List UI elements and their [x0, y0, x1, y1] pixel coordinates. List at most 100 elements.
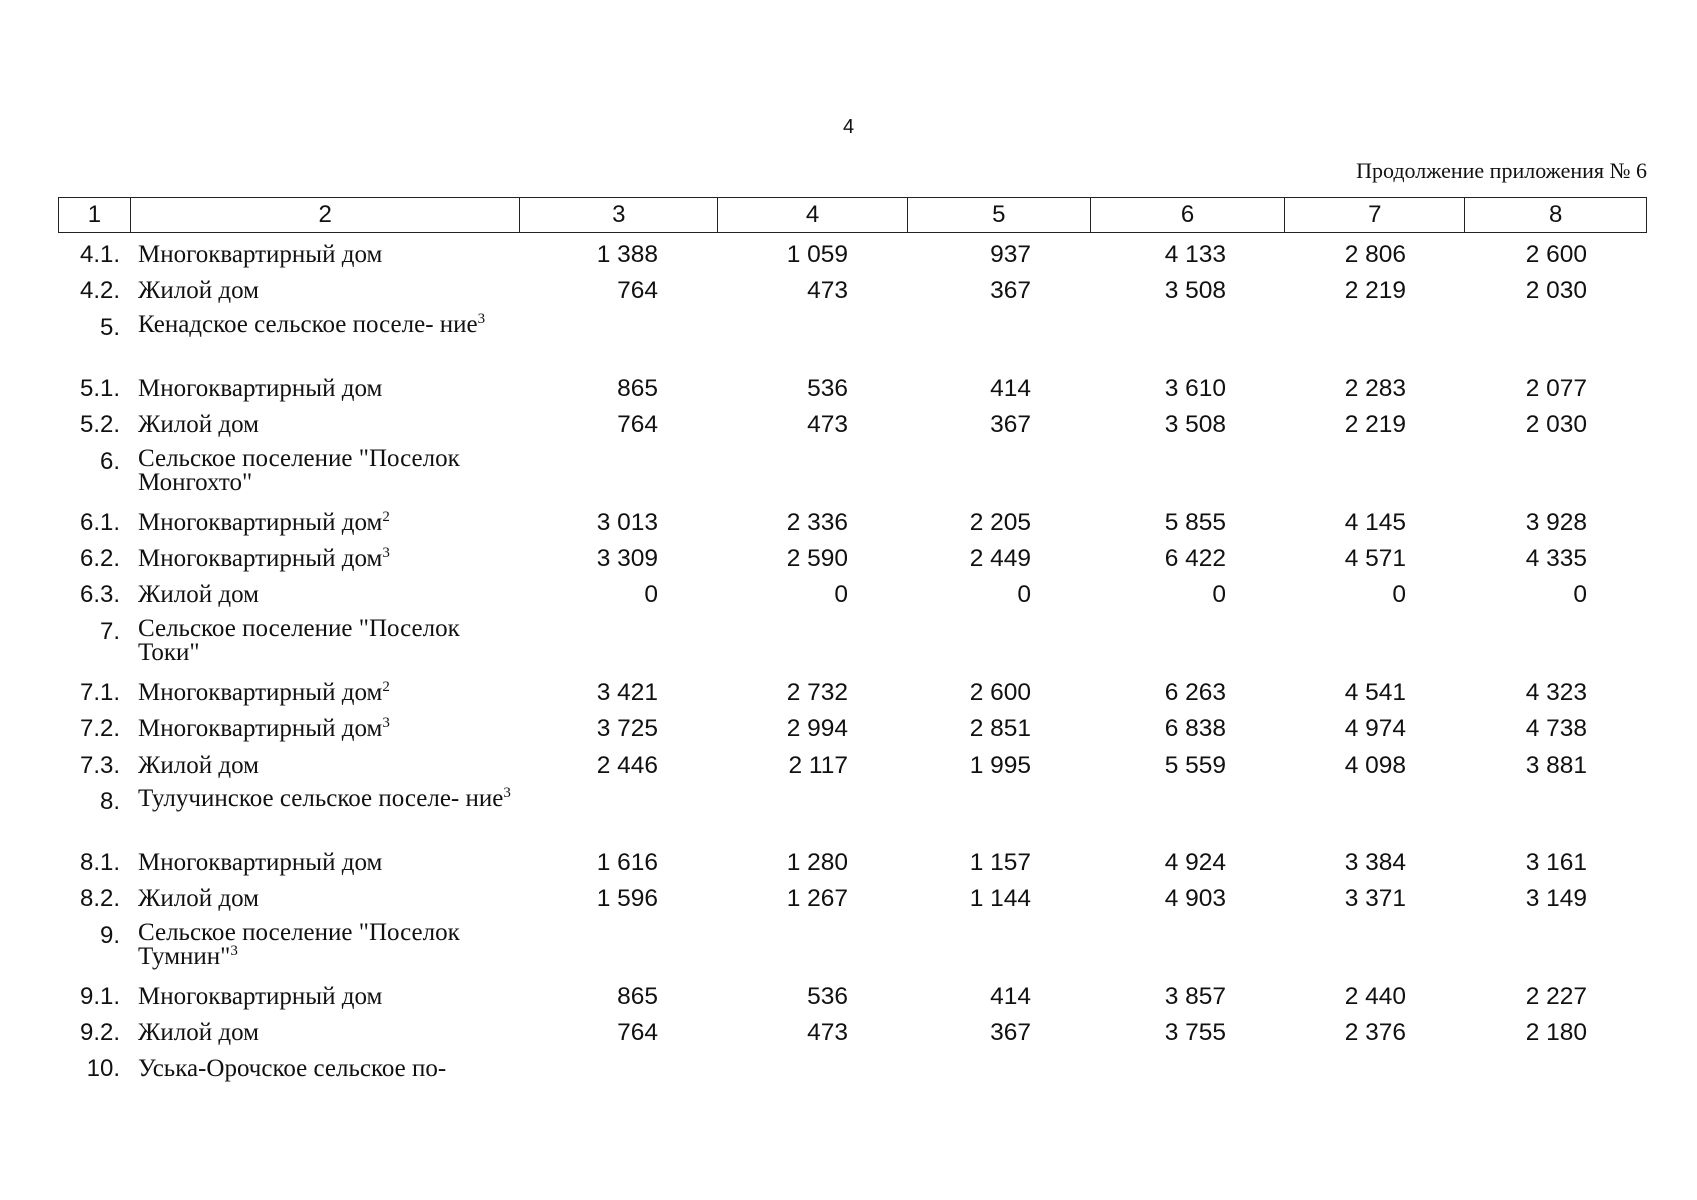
- row-number: 9.1.: [79, 982, 120, 1010]
- table-section-row: 7. Сельское поселение "Поселок Токи": [58, 616, 1647, 666]
- row-number: 7.1.: [79, 678, 120, 706]
- table-row: 6.3. Жилой дом 0 0 0 0 0 0: [58, 580, 1647, 616]
- row-name-text: Многоквартирный дом: [138, 374, 383, 402]
- row-name: Многоквартирный дом2: [130, 508, 520, 537]
- value-cell-col7: 0: [1392, 581, 1406, 609]
- table-header-row: 1 2 3 4 5 6 7 8: [58, 197, 1647, 233]
- table-row: 7.1. Многоквартирный дом2 3 421 2 732 2 600 6…: [58, 678, 1647, 714]
- value-cell-col4: 2 117: [788, 751, 849, 779]
- row-name: Сельское поселение "Поселок Токи": [130, 616, 520, 665]
- row-number: 6.3.: [79, 581, 120, 609]
- table-row: 8.1. Многоквартирный дом 1 616 1 280 1 157 4 …: [58, 848, 1647, 884]
- row-number: 5.2.: [79, 411, 120, 439]
- row-number: 9.: [99, 921, 120, 949]
- row-name-text: Жилой дом: [138, 885, 259, 913]
- row-number: 9.2.: [79, 1019, 120, 1047]
- value-cell-col6: 4 924: [1164, 848, 1226, 876]
- row-number: 8.2.: [79, 885, 120, 913]
- row-name-text: Жилой дом: [138, 277, 259, 305]
- footnote-marker: 3: [382, 715, 390, 732]
- value-cell-col5: 2 600: [969, 678, 1031, 706]
- value-cell-col8: 2 030: [1525, 277, 1587, 305]
- row-number: 7.2.: [79, 715, 120, 743]
- footnote-marker: 3: [230, 942, 238, 959]
- table-row: 9.1. Многоквартирный дом 865 536 414 3 857 2 4…: [58, 982, 1647, 1018]
- footnote-marker: 3: [503, 784, 511, 801]
- footnote-marker: 3: [477, 310, 486, 327]
- value-cell-col8: 4 323: [1525, 678, 1587, 706]
- value-cell-col7: 3 371: [1344, 885, 1406, 913]
- value-cell-col8: 2 077: [1525, 374, 1587, 402]
- value-cell-col3: 865: [617, 982, 658, 1010]
- table-section-row: 9. Сельское поселение "Поселок Тумнин"3: [58, 920, 1647, 970]
- value-cell-col6: 5 559: [1164, 751, 1226, 779]
- value-cell-col3: 0: [644, 581, 658, 609]
- value-cell-col4: 1 280: [786, 848, 848, 876]
- table-row: 4.2. Жилой дом 764 473 367 3 508 2 219 2 030: [58, 276, 1647, 312]
- row-name: Многоквартирный дом3: [130, 544, 520, 573]
- row-name: Жилой дом: [130, 751, 520, 780]
- value-cell-col7: 2 806: [1344, 241, 1406, 268]
- page-number: 4: [842, 116, 855, 138]
- row-number: 4.2.: [79, 277, 120, 305]
- continuation-label: Продолжение приложения № 6: [1356, 158, 1647, 183]
- table-row: 5.2. Жилой дом 764 473 367 3 508 2 219 2 030: [58, 410, 1647, 446]
- value-cell-col4: 473: [807, 1019, 848, 1047]
- value-cell-col4: 2 994: [786, 715, 848, 743]
- value-cell-col4: 536: [807, 982, 848, 1010]
- value-cell-col7: 4 145: [1344, 508, 1406, 536]
- value-cell-col6: 4 133: [1164, 241, 1226, 268]
- value-cell-col7: 3 384: [1344, 848, 1406, 876]
- value-cell-col8: 2 180: [1525, 1019, 1587, 1047]
- table-row: 8.2. Жилой дом 1 596 1 267 1 144 4 903 3 371 3 …: [58, 884, 1647, 920]
- row-number: 6.: [99, 447, 120, 475]
- value-cell-col4: 473: [807, 277, 848, 305]
- row-name: Жилой дом: [130, 410, 520, 439]
- value-cell-col8: 0: [1573, 581, 1587, 609]
- row-name-text: Жилой дом: [138, 1019, 259, 1047]
- value-cell-col5: 414: [990, 982, 1031, 1010]
- table-row: 7.3. Жилой дом 2 446 2 117 1 995 5 559 4 098 3 …: [58, 751, 1647, 787]
- row-number: 6.2.: [79, 544, 120, 572]
- value-cell-col3: 3 725: [596, 715, 658, 743]
- row-name: Тулучинское сельское поселе- ние3: [130, 784, 520, 811]
- value-cell-col5: 937: [990, 241, 1031, 268]
- value-cell-col3: 764: [617, 411, 658, 439]
- header-cell: 7: [1285, 198, 1466, 232]
- row-name: Уська-Орочское сельское по-: [130, 1054, 520, 1083]
- row-name: Жилой дом: [130, 276, 520, 305]
- table-section-row: 10. Уська-Орочское сельское по-: [58, 1054, 1647, 1090]
- row-number: 7.3.: [79, 751, 120, 779]
- header-cell: 4: [718, 198, 908, 232]
- value-cell-col6: 3 508: [1164, 277, 1226, 305]
- value-cell-col5: 2 205: [969, 508, 1031, 536]
- table-row: 6.2. Многоквартирный дом3 3 309 2 590 2 449 6…: [58, 544, 1647, 580]
- value-cell-col3: 3 309: [596, 544, 658, 572]
- header-cell: 6: [1091, 198, 1286, 232]
- row-number: 5.1.: [79, 374, 120, 402]
- row-name-text: Многоквартирный дом: [138, 982, 383, 1010]
- value-cell-col5: 1 995: [969, 751, 1031, 779]
- footnote-marker: 2: [382, 508, 390, 525]
- value-cell-col4: 2 336: [786, 508, 848, 536]
- value-cell-col3: 2 446: [596, 751, 658, 779]
- value-cell-col5: 367: [990, 1019, 1031, 1047]
- value-cell-col3: 1 388: [596, 241, 658, 268]
- value-cell-col7: 2 376: [1344, 1019, 1406, 1047]
- table-row: 5.1. Многоквартирный дом 865 536 414 3 610 2 2…: [58, 374, 1647, 410]
- row-name: Многоквартирный дом: [130, 240, 520, 269]
- value-cell-col4: 2 732: [786, 678, 848, 706]
- value-cell-col3: 3 013: [596, 508, 658, 536]
- value-cell-col5: 367: [990, 411, 1031, 439]
- header-cell: 1: [59, 198, 131, 232]
- row-name: Многоквартирный дом3: [130, 714, 520, 743]
- row-number: 4.1.: [79, 241, 120, 268]
- row-number: 7.: [99, 617, 120, 645]
- value-cell-col7: 2 283: [1344, 374, 1406, 402]
- row-name: Кенадское сельское поселе- ние3: [130, 310, 520, 337]
- value-cell-col4: 2 590: [786, 544, 848, 572]
- value-cell-col8: 3 149: [1525, 885, 1587, 913]
- value-cell-col3: 1 596: [596, 885, 658, 913]
- row-name: Сельское поселение "Поселок Монгохто": [130, 446, 520, 495]
- row-name: Жилой дом: [130, 580, 520, 609]
